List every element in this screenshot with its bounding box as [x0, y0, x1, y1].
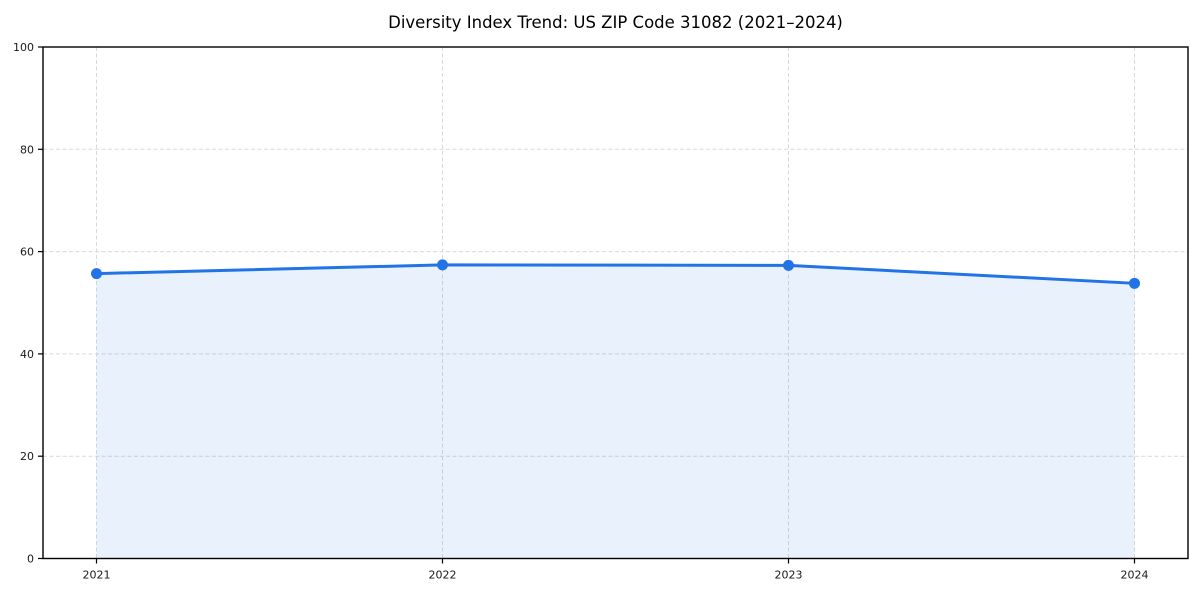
- y-axis-tick-label: 80: [20, 143, 34, 156]
- chart-title: Diversity Index Trend: US ZIP Code 31082…: [388, 13, 843, 32]
- x-axis-tick-label: 2024: [1121, 569, 1149, 582]
- data-point-2021: [91, 268, 102, 280]
- y-axis-tick-label: 20: [20, 450, 34, 463]
- trend-line: [95, 263, 1136, 285]
- y-axis-tick-label: 0: [27, 553, 34, 566]
- y-axis-tick-label: 100: [13, 41, 34, 54]
- area-fill: [96, 264, 1135, 559]
- data-point-2024: [1129, 277, 1140, 289]
- data-point-2023: [783, 259, 794, 271]
- y-axis-tick-label: 60: [20, 246, 34, 259]
- x-axis-tick-label: 2023: [775, 569, 803, 582]
- x-axis-tick-label: 2022: [429, 569, 457, 582]
- axes-box: [42, 46, 1189, 560]
- x-axis-tick-label: 2021: [83, 569, 111, 582]
- y-axis-tick-label: 40: [20, 348, 34, 361]
- data-point-2022: [437, 259, 448, 271]
